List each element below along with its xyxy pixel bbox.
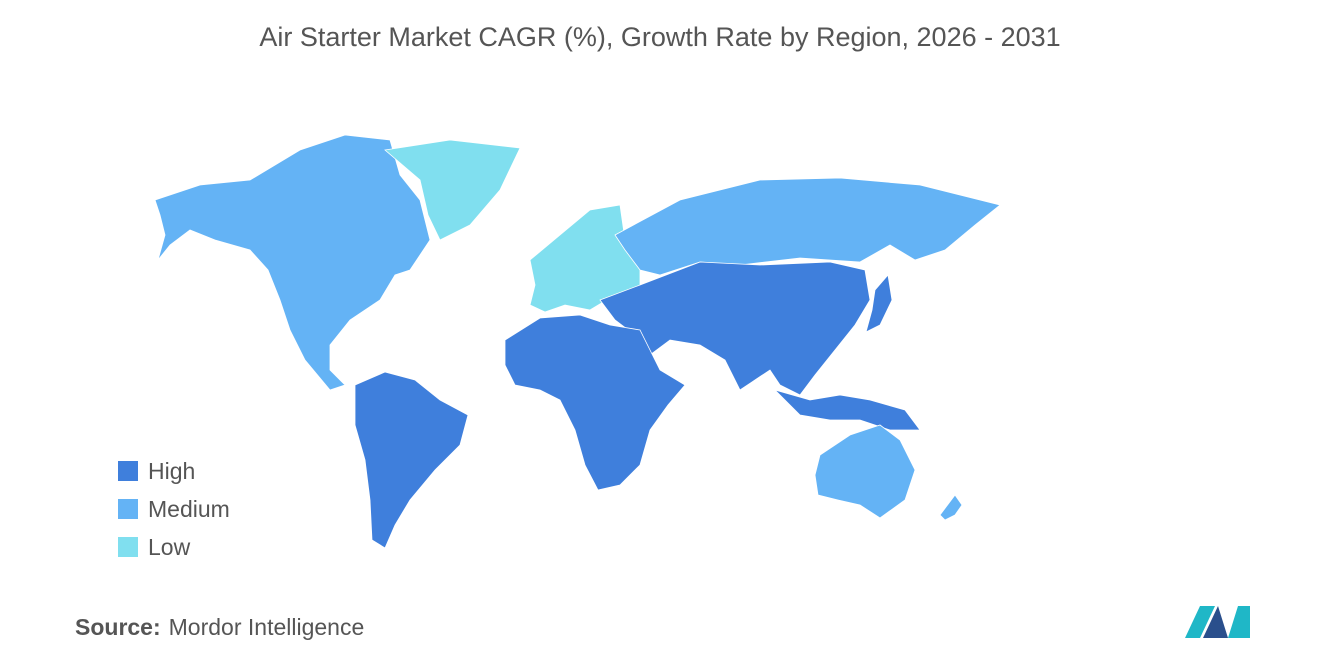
legend-label: Low bbox=[148, 533, 191, 560]
south-america bbox=[354, 371, 469, 549]
legend-item: Low bbox=[118, 528, 230, 566]
legend-item: High bbox=[118, 452, 230, 490]
source-label: Source: bbox=[75, 614, 161, 640]
legend-swatch bbox=[118, 499, 138, 519]
legend-label: High bbox=[148, 457, 196, 484]
greenland bbox=[384, 139, 521, 241]
legend-item: Medium bbox=[118, 490, 230, 528]
australia bbox=[814, 424, 916, 519]
japan bbox=[865, 274, 893, 333]
southeast-asia-islands bbox=[773, 389, 921, 431]
north-america bbox=[154, 134, 431, 391]
title: Air Starter Market CAGR (%), Growth Rate… bbox=[259, 22, 1061, 52]
asia bbox=[599, 261, 871, 396]
logo bbox=[1185, 606, 1250, 638]
source: Source: Mordor Intelligence bbox=[75, 614, 364, 641]
legend-swatch bbox=[118, 537, 138, 557]
legend-label: Medium bbox=[148, 495, 230, 522]
africa bbox=[504, 314, 686, 491]
russia bbox=[614, 177, 1001, 276]
legend: High Medium Low bbox=[118, 452, 230, 566]
legend-swatch bbox=[118, 461, 138, 481]
new-zealand bbox=[939, 494, 963, 521]
source-text: Mordor Intelligence bbox=[168, 614, 365, 640]
